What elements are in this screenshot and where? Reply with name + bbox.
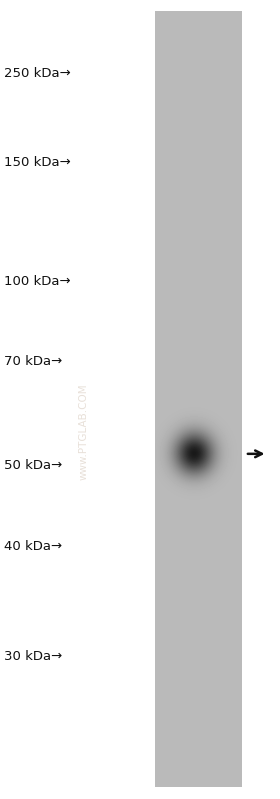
Text: www.PTGLAB.COM: www.PTGLAB.COM [79, 384, 89, 479]
Text: 150 kDa→: 150 kDa→ [4, 157, 71, 169]
Text: 100 kDa→: 100 kDa→ [4, 275, 71, 288]
Text: 250 kDa→: 250 kDa→ [4, 67, 71, 80]
Text: 30 kDa→: 30 kDa→ [4, 650, 62, 663]
Text: 50 kDa→: 50 kDa→ [4, 459, 62, 471]
Text: 40 kDa→: 40 kDa→ [4, 540, 62, 553]
Text: 70 kDa→: 70 kDa→ [4, 355, 62, 368]
Bar [155, 12, 242, 787]
